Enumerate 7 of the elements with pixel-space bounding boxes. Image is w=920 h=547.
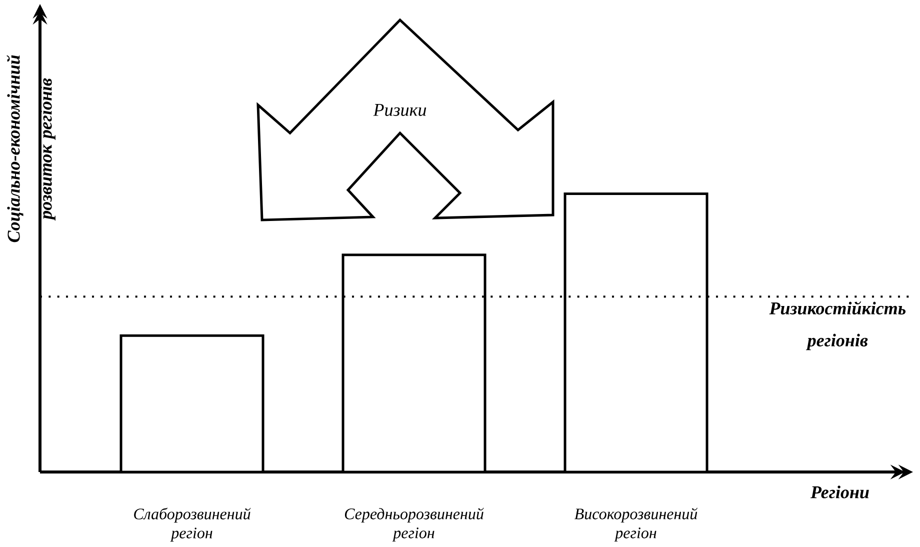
x-axis-title: Регіони [810, 486, 869, 498]
ref-line-label: Ризикостійкість регіонів [769, 301, 906, 350]
y-axis-title: Соціально-економічний розвиток регіонів [6, 55, 56, 242]
x-tick-label: Слаборозвинений регіон [134, 508, 251, 542]
text: Ризики [373, 104, 426, 116]
x-tick-label: Середньорозвинений регіон [344, 508, 484, 542]
x-tick-label: Високорозвинений регіон [574, 508, 698, 542]
